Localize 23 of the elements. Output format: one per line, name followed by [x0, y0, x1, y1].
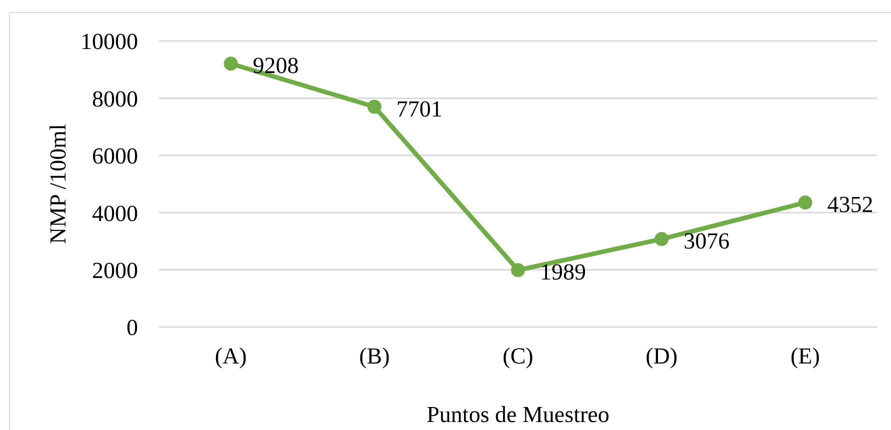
data-label: 3076	[684, 228, 730, 254]
point	[511, 263, 525, 278]
point	[654, 232, 669, 246]
x-tick-label: (A)	[214, 343, 247, 368]
y-tick-label: 8000	[92, 86, 138, 112]
point	[798, 196, 812, 210]
point	[224, 56, 238, 71]
x-axis-title: Puntos de Muestreo	[426, 402, 610, 427]
x-tick-label: (E)	[790, 343, 820, 368]
x-tick-label: (B)	[359, 343, 390, 368]
x-tick-label: (C)	[502, 343, 534, 368]
data-label: 4352	[827, 192, 874, 218]
data-label: 7701	[396, 96, 442, 122]
point	[367, 100, 382, 114]
y-axis-title: NMP /100ml	[46, 124, 70, 244]
x-tick-label: (D)	[646, 343, 678, 368]
y-tick-label: 6000	[92, 144, 138, 169]
data-label: 9208	[252, 53, 299, 78]
y-tick-label: 10000	[80, 29, 138, 54]
y-tick-label: 4000	[92, 200, 138, 226]
y-tick-label: 2000	[92, 258, 138, 283]
data-label: 1989	[540, 260, 586, 285]
y-tick-label: 0	[126, 315, 138, 340]
